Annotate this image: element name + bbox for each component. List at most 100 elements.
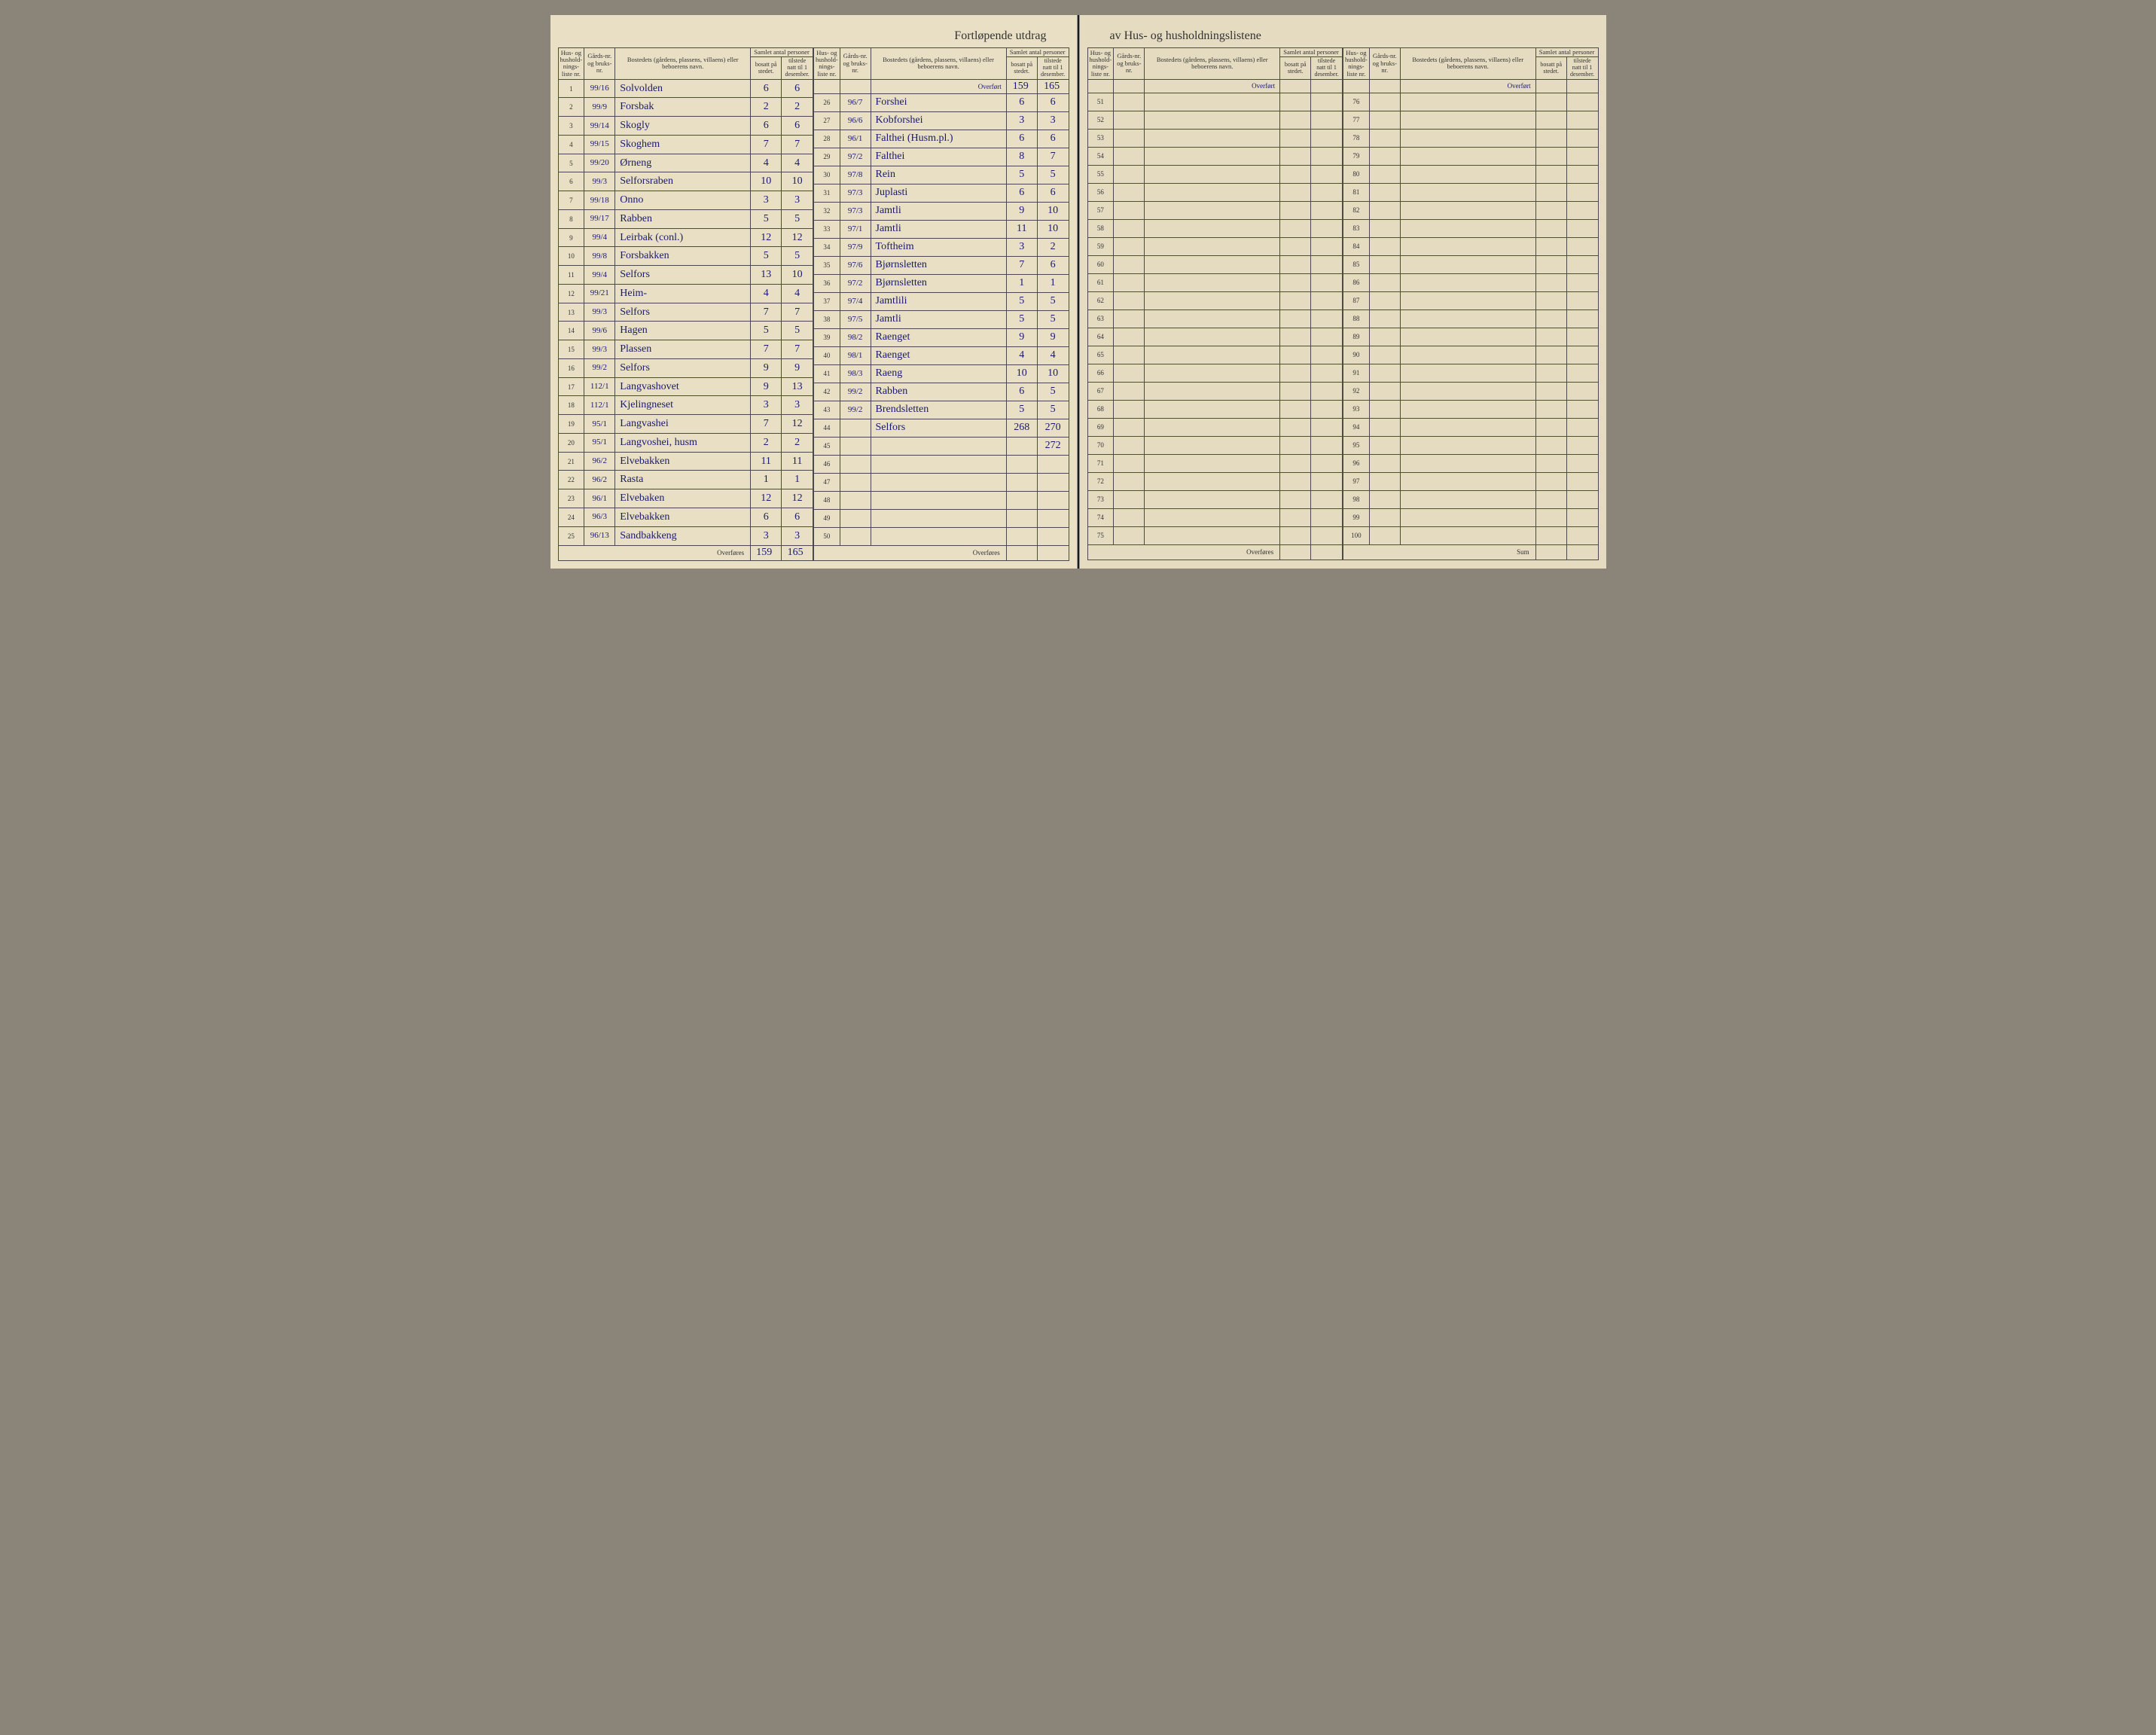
row-number: 64 bbox=[1087, 328, 1114, 346]
row-number: 40 bbox=[814, 346, 840, 364]
table-row: 2296/2Rasta11 bbox=[558, 471, 813, 489]
table-row: 95 bbox=[1343, 436, 1599, 454]
row-number: 9 bbox=[558, 228, 584, 247]
row-number: 86 bbox=[1343, 273, 1370, 291]
gards-nr: 99/17 bbox=[584, 209, 615, 228]
row-number: 95 bbox=[1343, 436, 1370, 454]
tilstede-count bbox=[1311, 418, 1343, 436]
table-row: 63 bbox=[1087, 309, 1343, 328]
bosatt-count bbox=[1280, 129, 1311, 147]
gards-nr: 99/4 bbox=[584, 266, 615, 285]
bosted-name: Jamtli bbox=[871, 202, 1006, 220]
table-block-c: Hus- og hushold-nings-liste nr. Gårds-nr… bbox=[1087, 47, 1343, 560]
table-row: 90 bbox=[1343, 346, 1599, 364]
gards-nr: 99/3 bbox=[584, 303, 615, 322]
gards-nr bbox=[1114, 328, 1145, 346]
bosatt-count bbox=[1006, 473, 1037, 491]
bosted-name bbox=[1145, 201, 1280, 219]
bosatt-count: 9 bbox=[751, 377, 782, 396]
tilstede-count bbox=[1566, 454, 1598, 472]
gards-nr: 99/3 bbox=[584, 172, 615, 191]
tilstede-count bbox=[1566, 255, 1598, 273]
bosatt-count: 10 bbox=[751, 172, 782, 191]
gards-nr bbox=[1369, 508, 1400, 526]
row-number: 93 bbox=[1343, 400, 1370, 418]
bosted-name: Leirbak (conl.) bbox=[615, 228, 751, 247]
bosted-name: Onno bbox=[615, 191, 751, 210]
table-row: 3297/3Jamtli910 bbox=[814, 202, 1069, 220]
col-samlet: Samlet antal personer bbox=[1535, 48, 1598, 57]
bosted-name bbox=[1145, 436, 1280, 454]
table-row: 699/3Selforsraben1010 bbox=[558, 172, 813, 191]
bosatt-count: 10 bbox=[1006, 364, 1037, 383]
bosatt-count: 3 bbox=[751, 396, 782, 415]
gards-nr bbox=[1369, 526, 1400, 544]
table-row: 50 bbox=[814, 527, 1069, 545]
gards-nr bbox=[1114, 111, 1145, 129]
bosatt-count bbox=[1006, 527, 1037, 545]
row-number: 46 bbox=[814, 455, 840, 473]
tilstede-count: 9 bbox=[1037, 328, 1069, 346]
row-number: 56 bbox=[1087, 183, 1114, 201]
bosatt-count: 7 bbox=[751, 303, 782, 322]
bosatt-count bbox=[1535, 165, 1566, 183]
bosatt-count: 6 bbox=[751, 117, 782, 136]
bosted-name bbox=[1145, 147, 1280, 165]
table-row: 2396/1Elvebaken1212 bbox=[558, 489, 813, 508]
bosted-name bbox=[1145, 255, 1280, 273]
table-row: 1399/3Selfors77 bbox=[558, 303, 813, 322]
gards-nr bbox=[1369, 129, 1400, 147]
tilstede-count bbox=[1311, 111, 1343, 129]
bosted-name bbox=[1145, 291, 1280, 309]
bosted-name bbox=[1145, 364, 1280, 382]
bosatt-count bbox=[1280, 328, 1311, 346]
bosatt-count: 5 bbox=[751, 247, 782, 266]
bosatt-count bbox=[1535, 183, 1566, 201]
table-row: 2896/1Falthei (Husm.pl.)66 bbox=[814, 130, 1069, 148]
table-row: 81 bbox=[1343, 183, 1599, 201]
tilstede-count: 3 bbox=[782, 526, 813, 545]
table-row: 93 bbox=[1343, 400, 1599, 418]
bosted-name bbox=[1400, 328, 1535, 346]
tilstede-count bbox=[1566, 418, 1598, 436]
table-row: 3097/8Rein55 bbox=[814, 166, 1069, 184]
table-row: 999/4Leirbak (conl.)1212 bbox=[558, 228, 813, 247]
table-row: 99 bbox=[1343, 508, 1599, 526]
bosatt-count bbox=[1535, 454, 1566, 472]
tilstede-count bbox=[1311, 219, 1343, 237]
bosted-name bbox=[871, 509, 1006, 527]
row-number: 69 bbox=[1087, 418, 1114, 436]
bosted-name bbox=[1400, 291, 1535, 309]
gards-nr bbox=[1369, 165, 1400, 183]
bosted-name: Ørneng bbox=[615, 154, 751, 172]
col-samlet: Samlet antal personer bbox=[751, 48, 813, 57]
row-number: 91 bbox=[1343, 364, 1370, 382]
table-row: 1995/1Langvashei712 bbox=[558, 415, 813, 434]
row-number: 33 bbox=[814, 220, 840, 238]
bosatt-count: 5 bbox=[751, 322, 782, 340]
bosatt-count bbox=[1280, 526, 1311, 544]
bosted-name: Forsbak bbox=[615, 98, 751, 117]
table-row: 44Selfors268270 bbox=[814, 419, 1069, 437]
row-number: 10 bbox=[558, 247, 584, 266]
row-number: 41 bbox=[814, 364, 840, 383]
bosatt-count bbox=[1280, 346, 1311, 364]
bosted-name bbox=[1145, 346, 1280, 364]
col-tilstede: tilstede natt til 1 desember. bbox=[1566, 57, 1598, 79]
gards-nr: 97/2 bbox=[840, 148, 871, 166]
row-number: 36 bbox=[814, 274, 840, 292]
table-row: 67 bbox=[1087, 382, 1343, 400]
bosatt-count bbox=[1006, 491, 1037, 509]
table-row: 55 bbox=[1087, 165, 1343, 183]
table-row: 85 bbox=[1343, 255, 1599, 273]
gards-nr bbox=[1114, 165, 1145, 183]
table-row: 94 bbox=[1343, 418, 1599, 436]
tilstede-count bbox=[1566, 436, 1598, 454]
gards-nr bbox=[1114, 418, 1145, 436]
tilstede-count bbox=[1311, 255, 1343, 273]
bosatt-count bbox=[1535, 219, 1566, 237]
bosatt-count: 5 bbox=[1006, 166, 1037, 184]
tilstede-count bbox=[1311, 436, 1343, 454]
bosted-name: Raenget bbox=[871, 328, 1006, 346]
gards-nr bbox=[1114, 291, 1145, 309]
